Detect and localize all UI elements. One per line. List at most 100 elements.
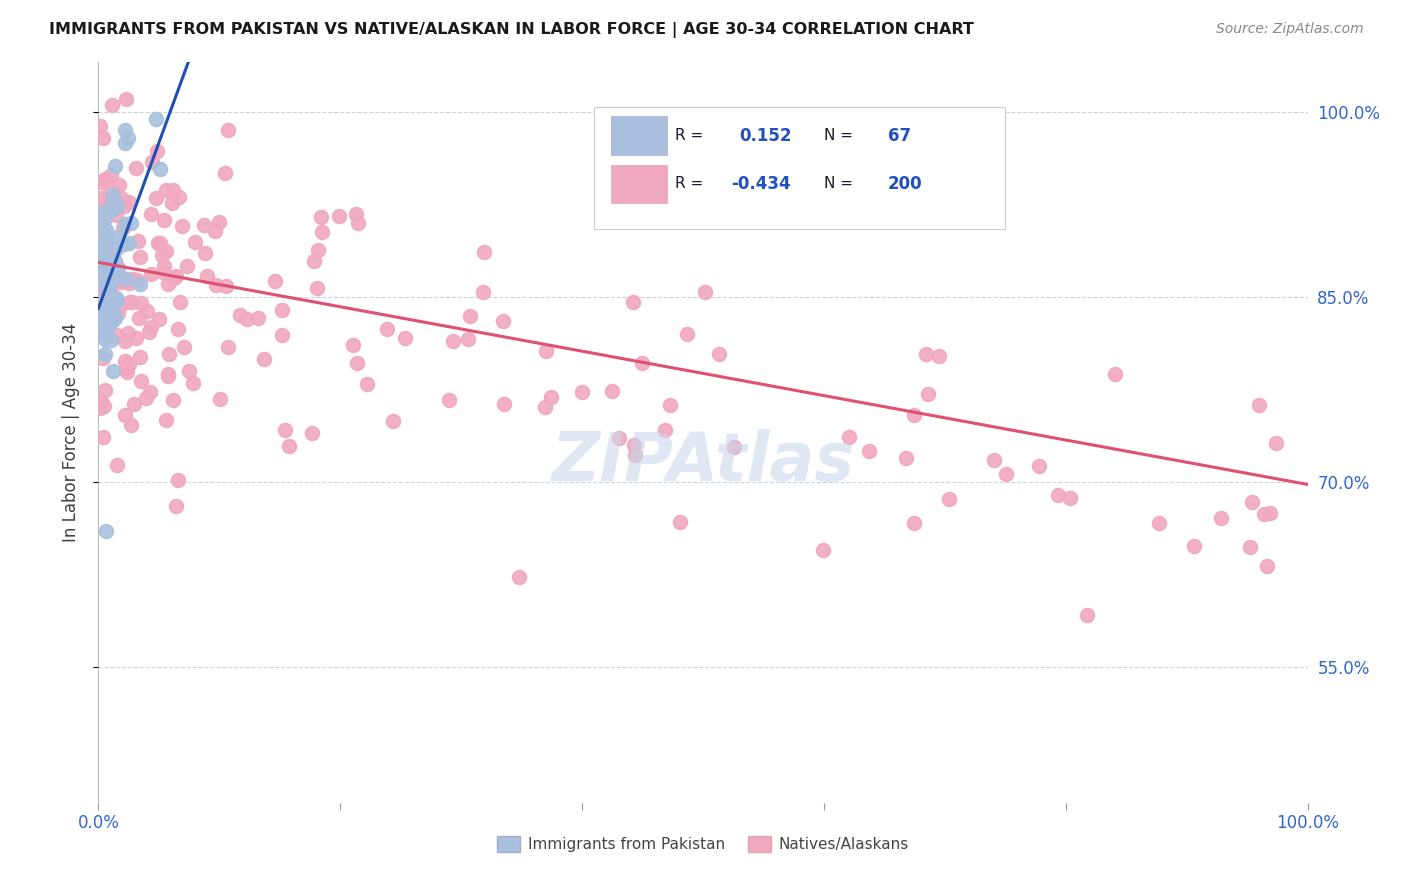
Point [135,391,157,405]
Point [105,199,128,213]
Point [90,191,112,205]
Point [93,305,115,319]
Point [105,241,128,255]
FancyBboxPatch shape [595,107,1005,229]
Point [96,233,118,247]
Point [93,211,115,225]
Point [101,97,124,112]
Point [90,394,112,409]
Point [120,216,142,230]
Point [93,260,115,275]
Point [150,248,173,262]
Point [105,230,128,244]
Point [97,313,120,327]
Point [917,387,939,401]
Point [129,374,152,388]
Point [214,166,236,180]
FancyBboxPatch shape [612,117,666,155]
Point [129,296,152,310]
Point [571,385,593,400]
Point [117,326,139,341]
Point [607,431,630,445]
Point [472,244,495,259]
Point [600,384,623,398]
Point [94,524,117,539]
Point [112,199,135,213]
Point [110,297,132,311]
Point [148,312,170,326]
Text: N =: N = [824,128,858,144]
Point [89,205,111,219]
Point [104,196,127,211]
Point [127,235,149,249]
Point [155,244,177,258]
Point [160,196,183,211]
Point [983,453,1005,467]
Point [89,312,111,326]
Point [93,172,115,186]
Point [89,246,111,260]
Point [91,312,114,326]
Point [105,458,128,472]
Point [903,408,925,422]
Point [167,322,190,336]
Point [170,219,193,233]
Point [125,161,148,175]
Point [107,260,129,275]
Point [938,491,960,506]
Point [103,247,125,261]
Point [117,130,139,145]
Point [115,272,138,286]
Point [695,285,717,299]
Point [114,408,136,422]
Point [105,293,128,308]
Point [98,268,121,282]
Point [94,245,117,260]
Point [89,254,111,268]
Point [1047,488,1070,502]
Point [302,254,325,268]
Point [347,216,370,230]
Point [1239,540,1261,554]
Point [93,383,115,397]
Point [153,259,176,273]
Point [96,252,118,266]
Point [115,361,138,376]
Point [1028,459,1050,474]
Point [176,259,198,273]
Point [858,444,880,458]
Point [101,363,124,377]
Point [156,368,179,383]
Point [204,224,226,238]
Point [139,267,162,281]
Point [100,168,122,182]
Point [165,499,187,513]
Point [107,178,129,193]
Point [217,122,239,136]
Point [91,326,114,340]
Point [90,175,112,189]
Point [1258,506,1281,520]
Point [98,256,121,270]
Point [167,473,190,487]
Point [112,273,135,287]
Point [1059,491,1081,505]
Text: R =: R = [675,177,709,192]
Point [630,356,652,370]
Point [100,333,122,347]
Point [167,190,190,204]
Point [307,243,329,257]
Point [91,312,114,326]
Point [114,217,136,231]
Point [1149,516,1171,530]
Point [91,218,114,232]
Point [104,266,127,280]
Point [96,261,118,276]
Point [162,183,184,197]
Point [274,423,297,437]
Point [120,417,142,432]
Point [253,352,276,367]
Point [1253,508,1275,522]
Point [311,225,333,239]
Point [91,256,114,270]
